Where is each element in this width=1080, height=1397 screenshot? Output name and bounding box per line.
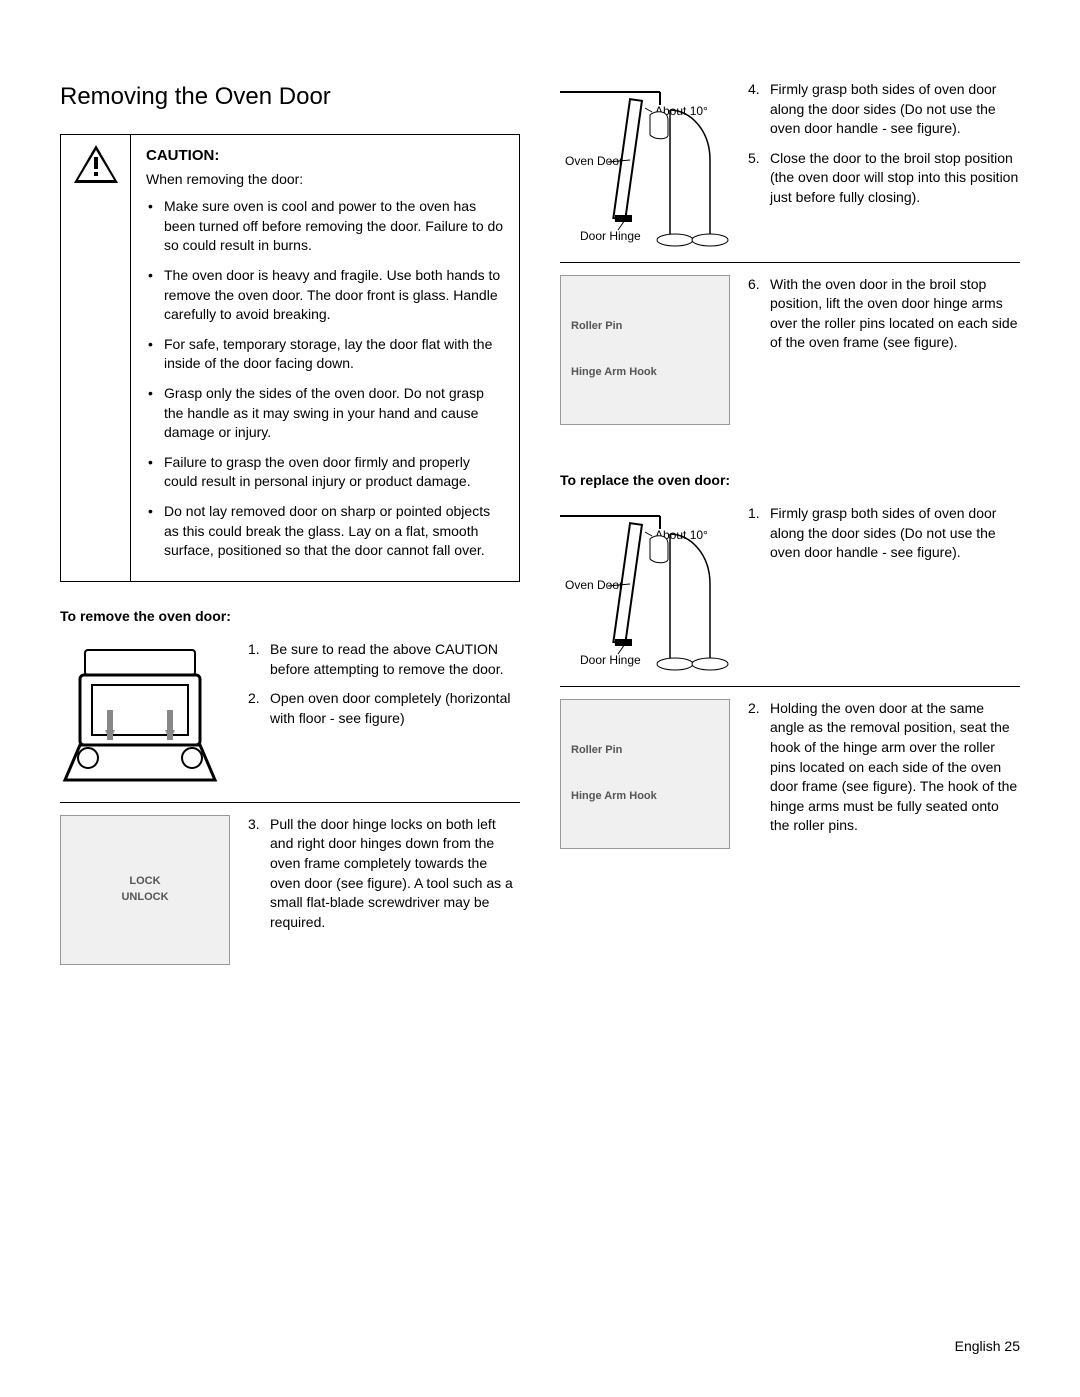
step-row: About 10° Oven Door Door Hinge 1.Firmly … [560,504,1020,680]
divider [60,802,520,803]
step-text: 3.Pull the door hinge locks on both left… [248,815,520,943]
warning-triangle-icon [72,143,120,185]
step-item: 3.Pull the door hinge locks on both left… [270,815,520,933]
svg-text:Door Hinge: Door Hinge [580,229,641,243]
figure-roller-pin: Roller Pin Hinge Arm Hook [560,275,730,425]
step-item: 1.Firmly grasp both sides of oven door a… [770,504,1020,563]
figure-oven-open [60,640,230,796]
caution-intro: When removing the door: [146,170,504,190]
step-text: 6.With the oven door in the broil stop p… [748,275,1020,363]
caution-body: CAUTION: When removing the door: Make su… [131,135,519,581]
step-item: 2.Holding the oven door at the same angl… [770,699,1020,836]
svg-text:Door Hinge: Door Hinge [580,653,641,667]
step-text: 4.Firmly grasp both sides of oven door a… [748,80,1020,218]
step-item: 6.With the oven door in the broil stop p… [770,275,1020,353]
caution-list: Make sure oven is cool and power to the … [146,197,504,561]
caution-item: For safe, temporary storage, lay the doo… [164,335,504,374]
figure-hinge-lock: LOCK UNLOCK [60,815,230,965]
caution-box: CAUTION: When removing the door: Make su… [60,134,520,582]
caution-item: Make sure oven is cool and power to the … [164,197,504,256]
caution-item: Grasp only the sides of the oven door. D… [164,384,504,443]
step-row: About 10° Oven Door Door Hinge [560,80,1020,256]
caution-icon-cell [61,135,131,581]
step-row: LOCK UNLOCK 3.Pull the door hinge locks … [60,815,520,965]
caution-heading: CAUTION: [146,145,504,166]
figure-door-angle-replace: About 10° Oven Door Door Hinge [560,504,730,680]
step-text: 2.Holding the oven door at the same angl… [748,699,1020,846]
page-footer: English 25 [955,1337,1020,1357]
footer-page: 25 [1004,1338,1020,1354]
remove-heading: To remove the oven door: [60,607,520,627]
figure-roller-pin-replace: Roller Pin Hinge Arm Hook [560,699,730,849]
divider [560,686,1020,687]
step-row: Roller Pin Hinge Arm Hook 2.Holding the … [560,699,1020,849]
caution-item: Failure to grasp the oven door firmly an… [164,453,504,492]
step-item: 5.Close the door to the broil stop posit… [770,149,1020,208]
page-title: Removing the Oven Door [60,80,520,114]
right-column: About 10° Oven Door Door Hinge [560,80,1020,971]
figure-door-angle: About 10° Oven Door Door Hinge [560,80,730,256]
step-text: 1.Firmly grasp both sides of oven door a… [748,504,1020,573]
replace-heading: To replace the oven door: [560,471,1020,491]
left-column: Removing the Oven Door CAUTION: When rem… [60,80,520,971]
step-row: Roller Pin Hinge Arm Hook 6.With the ove… [560,275,1020,425]
step-row: 1.Be sure to read the above CAUTION befo… [60,640,520,796]
step-item: 2.Open oven door completely (horizontal … [270,689,520,728]
caution-item: The oven door is heavy and fragile. Use … [164,266,504,325]
step-item: 1.Be sure to read the above CAUTION befo… [270,640,520,679]
footer-lang: English [955,1338,1001,1354]
step-item: 4.Firmly grasp both sides of oven door a… [770,80,1020,139]
caution-item: Do not lay removed door on sharp or poin… [164,502,504,561]
step-text: 1.Be sure to read the above CAUTION befo… [248,640,520,738]
divider [560,262,1020,263]
